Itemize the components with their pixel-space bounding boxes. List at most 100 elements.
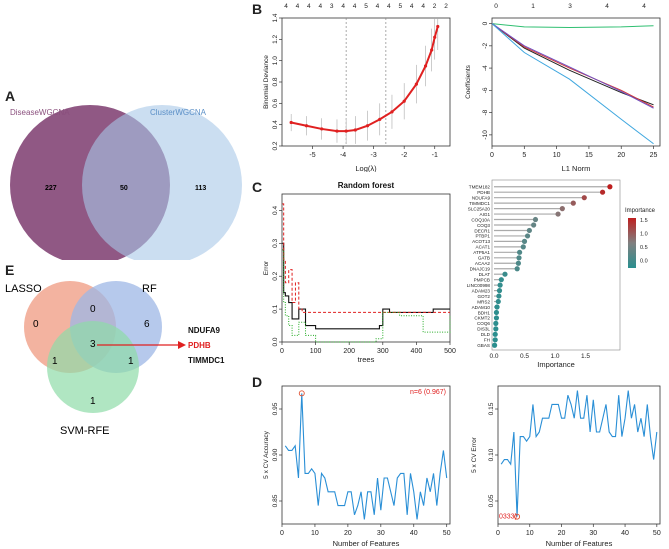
category-label: ADAM23 xyxy=(472,288,491,293)
x-axis-label: Number of Features xyxy=(333,539,400,548)
x-tick-label: 0.5 xyxy=(520,353,529,360)
x-tick-label: 1.5 xyxy=(581,353,590,360)
category-label: FH xyxy=(484,338,490,343)
rf-importance-chart: TMEM182PDHBNDUFA9TIMMDC1SLC25A20AIG1COQ1… xyxy=(467,179,656,369)
importance-dot xyxy=(581,195,587,201)
x-tick-label: -3 xyxy=(371,152,377,159)
panel-letter-c: C xyxy=(252,179,263,195)
category-label: BDH1 xyxy=(478,310,491,315)
importance-dot xyxy=(521,238,528,244)
plot-frame xyxy=(491,179,621,351)
category-label: GOT2 xyxy=(477,294,490,299)
x-tick-label: 0 xyxy=(280,348,284,355)
cv-point xyxy=(289,120,293,125)
venn-count-lasso-only: 0 xyxy=(33,319,39,330)
lasso-cv-chart: -5 -4 -3 -2 -1 0.2 0.4 0.6 0.8 1.0 1.2 1.4 Log(λ) Bin… xyxy=(263,3,451,172)
y-tick-label: 0.10 xyxy=(488,448,495,461)
legend-colorbar xyxy=(628,218,636,268)
venn-count-disease-only: 227 xyxy=(45,185,57,192)
venn-label-svm: SVM-RFE xyxy=(60,425,110,437)
category-label: PTBP1 xyxy=(475,234,490,239)
x-tick-label: -4 xyxy=(340,152,346,159)
category-label: ACAT1 xyxy=(476,245,491,250)
x-tick-label: 20 xyxy=(617,152,625,159)
venn-count-cluster-only: 113 xyxy=(195,185,206,192)
x-tick-label: 10 xyxy=(553,152,561,159)
x-tick-label: 200 xyxy=(343,348,355,355)
top-tick-label: 2 xyxy=(433,3,437,10)
y-tick-label: 0.3 xyxy=(272,238,279,247)
top-tick-label: 4 xyxy=(421,3,425,10)
venn-label-rf: RF xyxy=(142,283,157,295)
importance-dot xyxy=(531,222,537,228)
top-tick-label: 4 xyxy=(410,3,414,10)
x-tick-label: 50 xyxy=(653,530,661,537)
venn-feature-selection: LASSO RF SVM-RFE 0 6 1 0 1 1 3 xyxy=(5,281,186,437)
top-tick-label: 5 xyxy=(398,3,402,10)
svm-curve xyxy=(500,390,658,517)
top-tick-label: 0 xyxy=(494,3,498,10)
panel-letter-d: D xyxy=(252,374,263,390)
x-tick-label: 40 xyxy=(621,530,629,537)
x-tick-label: 10 xyxy=(526,530,534,537)
venn-label-cluster: ClusterWGCNA xyxy=(150,108,207,117)
venn-circle-svm xyxy=(47,321,139,413)
top-tick-label: 3 xyxy=(330,3,334,10)
x-tick-label: 0 xyxy=(490,152,494,159)
y-tick-label: -8 xyxy=(482,109,489,115)
importance-dot xyxy=(495,298,501,305)
category-label: ATP5A1 xyxy=(473,250,490,255)
y-tick-label: -10 xyxy=(482,130,489,140)
top-tick-label: 5 xyxy=(364,3,368,10)
category-label: DIS3L xyxy=(477,327,490,332)
x-tick-label: 25 xyxy=(650,152,658,159)
cv-point xyxy=(304,124,309,128)
category-label: COQ6 xyxy=(477,321,490,326)
y-tick-label: 0.6 xyxy=(272,98,279,107)
cv-point xyxy=(378,117,382,121)
chart-title: Random forest xyxy=(338,181,395,190)
svm-accuracy-chart: 0 10 20 30 40 50 0.85 0.90 0.95 Number of Feature… xyxy=(263,385,451,548)
venn-count-lasso-svm: 1 xyxy=(52,356,58,367)
category-label: ACOT13 xyxy=(472,239,490,244)
importance-dot xyxy=(492,337,498,343)
category-label: DLAT xyxy=(479,272,491,277)
venn-count-overlap: 50 xyxy=(120,185,128,192)
x-tick-label: 5 xyxy=(522,152,526,159)
legend-title: Importance xyxy=(625,208,656,214)
y-tick-label: 0.2 xyxy=(272,271,279,280)
importance-dot xyxy=(502,271,508,277)
importance-dot xyxy=(520,244,526,250)
top-tick-label: 4 xyxy=(353,3,357,10)
x-axis-label: L1 Norm xyxy=(562,164,591,172)
legend-tick-label: 0.5 xyxy=(640,245,648,251)
x-tick-label: 50 xyxy=(443,530,451,537)
highlight-arrow-head xyxy=(178,341,186,349)
cv-point xyxy=(365,124,370,128)
y-tick-label: 0.05 xyxy=(488,494,495,507)
x-axis-label: Number of Features xyxy=(546,539,613,548)
importance-dot xyxy=(493,315,500,321)
venn-label-lasso: LASSO xyxy=(5,283,42,295)
y-tick-label: 0 xyxy=(482,21,489,25)
x-tick-label: -5 xyxy=(309,152,315,159)
top-tick-label: 4 xyxy=(605,3,609,10)
category-label: GATB xyxy=(478,256,490,261)
coef-path-path-red xyxy=(491,23,654,108)
x-axis-label: Log(λ) xyxy=(355,164,377,172)
top-tick-label: 4 xyxy=(296,3,300,10)
importance-dot xyxy=(492,331,498,337)
coef-path-path-cyan xyxy=(491,23,654,145)
x-tick-label: 20 xyxy=(344,530,352,537)
category-label: LINC00998 xyxy=(467,283,491,288)
coef-path-path-purple xyxy=(491,23,654,109)
svm-error-chart: 0 10 20 30 40 50 0.05 0.10 0.15 Number of Feature… xyxy=(471,385,661,548)
rf-series-class-1 xyxy=(282,203,450,313)
y-tick-label: 1.4 xyxy=(272,13,279,22)
y-axis-label: Error xyxy=(263,260,270,275)
y-tick-label: 0.8 xyxy=(272,77,279,86)
importance-dot xyxy=(555,211,561,217)
x-tick-label: 300 xyxy=(377,348,389,355)
top-tick-label: 3 xyxy=(568,3,572,10)
